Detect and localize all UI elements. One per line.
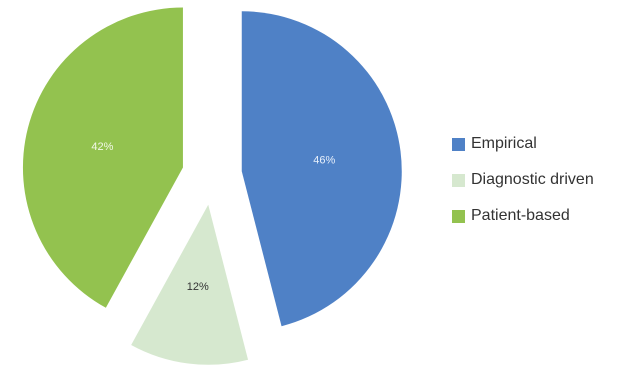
data-label-patient-based: 42% (91, 141, 113, 153)
legend-label: Empirical (471, 135, 537, 152)
legend-item-patient-based: Patient-based (452, 198, 594, 234)
legend-label: Diagnostic driven (471, 171, 594, 188)
pie-slice-empirical (241, 11, 402, 327)
pie-slice-diagnostic-driven (131, 204, 249, 365)
legend: Empirical Diagnostic driven Patient-base… (452, 126, 594, 234)
data-label-diagnostic-driven: 12% (187, 281, 209, 293)
legend-item-diagnostic-driven: Diagnostic driven (452, 162, 594, 198)
legend-swatch (452, 209, 465, 223)
data-label-empirical: 46% (313, 155, 335, 167)
legend-label: Patient-based (471, 207, 570, 224)
legend-item-empirical: Empirical (452, 126, 594, 162)
legend-swatch (452, 173, 465, 187)
legend-swatch (452, 137, 465, 151)
pie-slice-patient-based (22, 7, 183, 308)
